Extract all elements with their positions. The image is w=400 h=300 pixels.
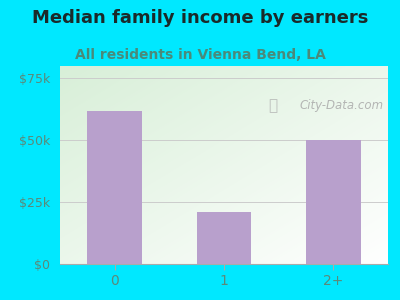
Bar <box>197 212 251 264</box>
Text: ⦿: ⦿ <box>269 98 278 113</box>
Text: City-Data.com: City-Data.com <box>300 99 384 112</box>
Text: Median family income by earners: Median family income by earners <box>32 9 368 27</box>
Bar <box>306 140 361 264</box>
Bar <box>87 110 142 264</box>
Text: All residents in Vienna Bend, LA: All residents in Vienna Bend, LA <box>74 48 326 62</box>
